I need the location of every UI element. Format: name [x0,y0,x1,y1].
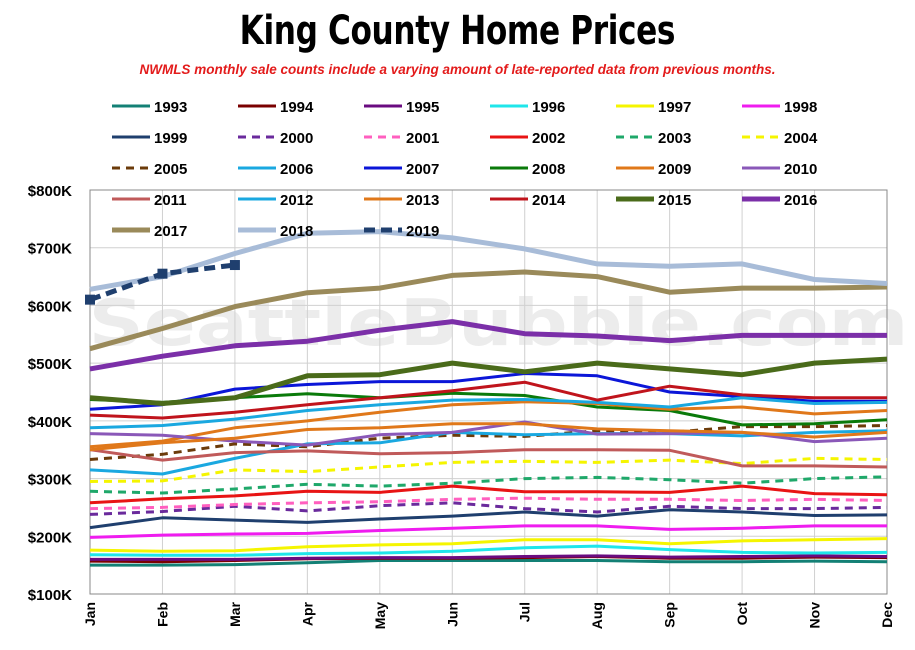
y-tick-label: $600K [28,298,72,315]
legend-label-1997: 1997 [658,99,691,116]
x-tick-label: Apr [299,601,315,626]
legend-label-1998: 1998 [784,99,817,116]
x-tick-label: Feb [154,602,170,627]
series-line-1998 [89,524,887,539]
series-line-2005 [89,424,888,461]
series-line-2013 [89,422,888,452]
x-tick-label: May [372,602,388,629]
legend-label-2019: 2019 [406,223,439,240]
y-tick-label: $300K [28,472,72,489]
x-tick-label: Jun [444,602,460,627]
data-point-2019 [157,268,168,279]
y-tick-label: $200K [28,529,72,546]
legend-label-2006: 2006 [280,161,313,178]
y-tick-label: $700K [28,241,72,258]
chart-subtitle: NWMLS monthly sale counts include a vary… [139,62,776,77]
legend-label-2007: 2007 [406,161,439,178]
plot-area-border [89,189,888,595]
y-tick-label: $100K [28,587,72,604]
series-line-2015 [89,356,888,406]
legend-label-1995: 1995 [406,99,439,116]
legend-label-1996: 1996 [532,99,565,116]
data-point-2019 [229,260,240,271]
series-line-1999 [89,508,888,530]
y-tick-label: $800K [28,183,72,200]
series-line-2011 [89,448,888,469]
legend-label-2018: 2018 [280,223,313,240]
y-tick-label: $500K [28,356,72,373]
legend-label-2008: 2008 [532,161,565,178]
x-tick-label: Jul [517,602,533,622]
series-line-2009 [89,400,888,449]
x-tick-label: Dec [879,602,895,628]
legend-label-2012: 2012 [280,192,313,209]
legend-label-2009: 2009 [658,161,691,178]
chart-title: King County Home Prices [239,8,676,54]
series-line-2014 [89,380,887,420]
y-tick-label: $400K [28,414,72,431]
legend-label-2001: 2001 [406,130,439,147]
legend-label-1993: 1993 [154,99,187,116]
legend-label-2017: 2017 [154,223,187,240]
legend-label-2014: 2014 [532,192,566,209]
legend-label-1994: 1994 [280,99,314,116]
series-line-2003 [89,475,888,495]
legend-label-2010: 2010 [784,161,817,178]
series-line-2012 [89,396,888,430]
series-line-1993 [90,559,888,567]
legend-label-2015: 2015 [658,192,691,209]
series-line-1997 [89,537,888,553]
data-point-2019 [85,294,95,305]
series-line-1995 [90,554,888,561]
series-line-2001 [89,496,888,511]
series-line-2004 [89,456,888,483]
legend-label-1999: 1999 [154,130,187,147]
series-line-2018 [89,229,888,292]
legend-label-2011: 2011 [154,192,187,209]
series-line-2016 [89,319,887,372]
legend-label-2004: 2004 [784,130,818,147]
series-line-2002 [89,484,888,505]
legend-label-2000: 2000 [280,130,313,147]
series-line-2017 [89,269,888,352]
x-tick-label: Mar [227,601,243,626]
x-tick-label: Jan [82,602,98,626]
x-tick-label: Oct [734,602,750,626]
legend-label-2016: 2016 [784,192,817,209]
series-line-2000 [89,501,888,516]
legend-label-2002: 2002 [532,130,565,147]
x-tick-label: Aug [589,602,605,629]
legend-label-2005: 2005 [154,161,187,178]
legend-label-2003: 2003 [658,130,691,147]
legend-label-2013: 2013 [406,192,439,209]
x-tick-label: Nov [807,602,823,629]
x-tick-label: Sep [662,602,678,628]
series-line-1996 [89,544,888,557]
